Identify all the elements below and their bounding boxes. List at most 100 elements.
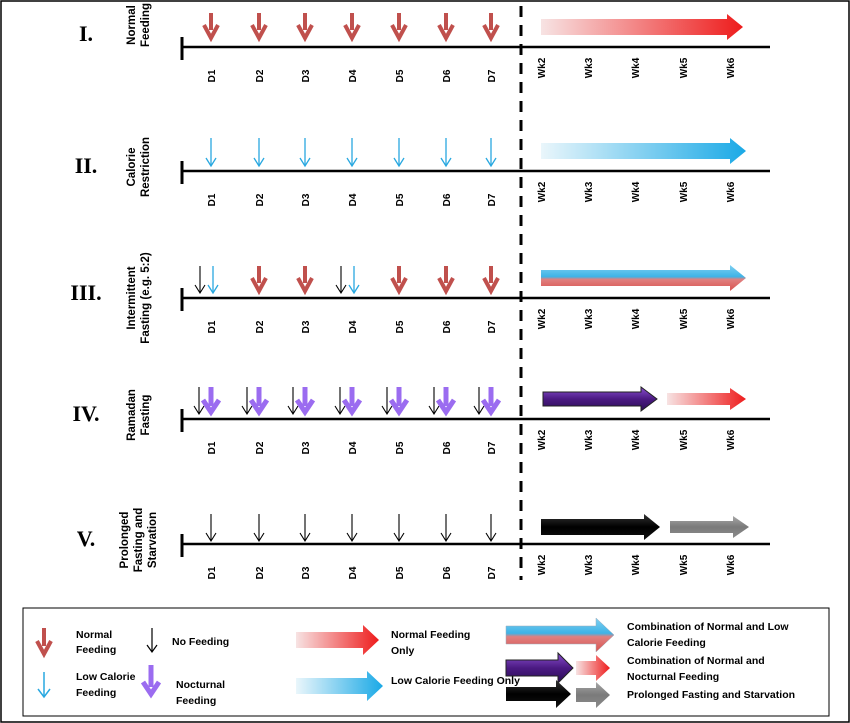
no-feeding-arrow-icon-head [473, 405, 485, 416]
normal-feeding-arrow-icon-head [390, 277, 408, 296]
row-3: III. Intermittent Fasting (e.g. 5:2) D1 D2 D3… [70, 252, 770, 344]
normal-feeding-arrow-icon-head [437, 277, 455, 296]
no-feeding-arrow-icon-head [205, 532, 217, 543]
row-label: Normal Feeding [126, 3, 152, 47]
normal-feeding-arrowhead-icon [35, 640, 53, 659]
legend-combo-normal-nocturnal-line2: Nocturnal Feeding [627, 671, 719, 683]
day-label: D4 [348, 69, 359, 82]
legend-normal-only-line1: Normal Feeding [391, 629, 470, 641]
row-label: Prolonged Fasting and Starvation [119, 508, 159, 573]
legend-combo-normal-low-line1: Combination of Normal and Low [627, 621, 789, 633]
day-label: D5 [395, 320, 406, 333]
combo-normal-low-week-arrow-icon [541, 265, 746, 291]
day-label: D6 [442, 69, 453, 82]
day-label: D2 [255, 193, 266, 206]
low-only-arrow-icon [296, 671, 383, 701]
low-calorie-arrow-icon-head [485, 157, 497, 168]
low-calorie-arrow-icon-head [393, 157, 405, 168]
day-label: D6 [442, 320, 453, 333]
row-label: Intermittent Fasting (e.g. 5:2) [126, 252, 152, 344]
no-feeding-arrow-icon-head [253, 532, 265, 543]
day-label: D5 [395, 441, 406, 454]
low-calorie-arrow-icon-head [348, 284, 360, 295]
legend-normal-only: Normal Feeding Only [296, 625, 470, 657]
legend-normal-only-line2: Only [391, 645, 414, 657]
day-label: D2 [255, 69, 266, 82]
legend-nocturnal-line2: Feeding [176, 695, 216, 707]
day-label: D7 [487, 566, 498, 579]
day-label: D7 [487, 69, 498, 82]
day-label: D3 [301, 566, 312, 579]
prolonged-black-week-arrow-icon [541, 514, 660, 540]
prolonged-grey-arrow-icon [576, 682, 610, 708]
legend-nocturnal: Nocturnal Feeding [140, 665, 225, 707]
legend-no-feeding-label: No Feeding [172, 636, 229, 648]
day-label: D5 [395, 193, 406, 206]
week-label: Wk2 [537, 554, 548, 575]
low-calorie-arrow-icon-head [346, 157, 358, 168]
legend-low-only: Low Calorie Feeding Only [296, 671, 520, 701]
week-label: Wk6 [726, 181, 737, 202]
legend-low-calorie-line2: Feeding [76, 687, 116, 699]
low-calorie-arrow-icon-head [299, 157, 311, 168]
day-label: D6 [442, 566, 453, 579]
day-label: D2 [255, 441, 266, 454]
no-feeding-arrow-icon-head [194, 284, 206, 295]
no-feeding-arrow-icon-head [334, 405, 346, 416]
nocturnal-arrow-icon-head [388, 398, 410, 417]
normal-feeding-arrow-icon-head [482, 24, 500, 43]
normal-feeding-arrow-icon-head [250, 277, 268, 296]
low-calorie-arrow-icon-head [207, 284, 219, 295]
normal-only-arrow-icon [296, 625, 379, 655]
row-label-line: Calorie [126, 148, 138, 187]
week-label: Wk3 [584, 308, 595, 329]
prolonged-black-arrow-icon [506, 680, 571, 708]
row-label-line: Feeding [140, 3, 152, 47]
combo-purple-arrow-icon [505, 651, 574, 685]
nocturnal-arrow-icon-head [248, 398, 270, 417]
row-label-line: Intermittent [126, 266, 138, 329]
week-label: Wk5 [679, 181, 690, 202]
row-label-line: Ramadan [126, 389, 138, 441]
day-label: D3 [301, 320, 312, 333]
week-label: Wk4 [631, 181, 642, 202]
normal-feeding-arrow-icon-head [296, 24, 314, 43]
normal-only-week-arrow-icon [541, 14, 743, 40]
nocturnal-arrow-icon-head [200, 398, 222, 417]
no-feeding-arrow-icon-head [335, 284, 347, 295]
week-label: Wk2 [537, 429, 548, 450]
week-label: Wk5 [679, 554, 690, 575]
row-label-line: Starvation [147, 512, 159, 568]
legend-prolonged-label: Prolonged Fasting and Starvation [627, 689, 795, 701]
no-feeding-arrow-icon-head [381, 405, 393, 416]
row-label-line: Fasting (e.g. 5:2) [140, 252, 152, 344]
week-label: Wk5 [679, 429, 690, 450]
week-label: Wk3 [584, 57, 595, 78]
legend-normal-feeding-line1: Normal [76, 629, 112, 641]
legend-prolonged: Prolonged Fasting and Starvation [506, 680, 795, 708]
nocturnal-arrow-icon-head [480, 398, 502, 417]
legend-normal-feeding: Normal Feeding [35, 628, 116, 659]
week-label: Wk4 [631, 308, 642, 329]
day-label: D2 [255, 320, 266, 333]
day-label: D1 [207, 69, 218, 82]
row-numeral: V. [77, 526, 96, 551]
week-label: Wk4 [631, 429, 642, 450]
nocturnal-arrow-icon-head [341, 398, 363, 417]
day-label: D3 [301, 193, 312, 206]
combo-normal-low-arrow-icon [505, 617, 615, 653]
row-label-line: Prolonged [119, 512, 131, 569]
week-label: Wk6 [726, 57, 737, 78]
normal-feeding-arrow-icon-head [250, 24, 268, 43]
legend-combo-normal-low: Combination of Normal and Low Calorie Fe… [505, 617, 789, 653]
legend-normal-feeding-line2: Feeding [76, 644, 116, 656]
day-label: D1 [207, 441, 218, 454]
week-label: Wk2 [537, 181, 548, 202]
week-label: Wk5 [679, 308, 690, 329]
day-label: D6 [442, 441, 453, 454]
no-feeding-arrow-icon-head [299, 532, 311, 543]
day-label: D3 [301, 441, 312, 454]
low-only-week-arrow-icon [541, 138, 746, 164]
row-label-line: Fasting and [133, 508, 145, 573]
